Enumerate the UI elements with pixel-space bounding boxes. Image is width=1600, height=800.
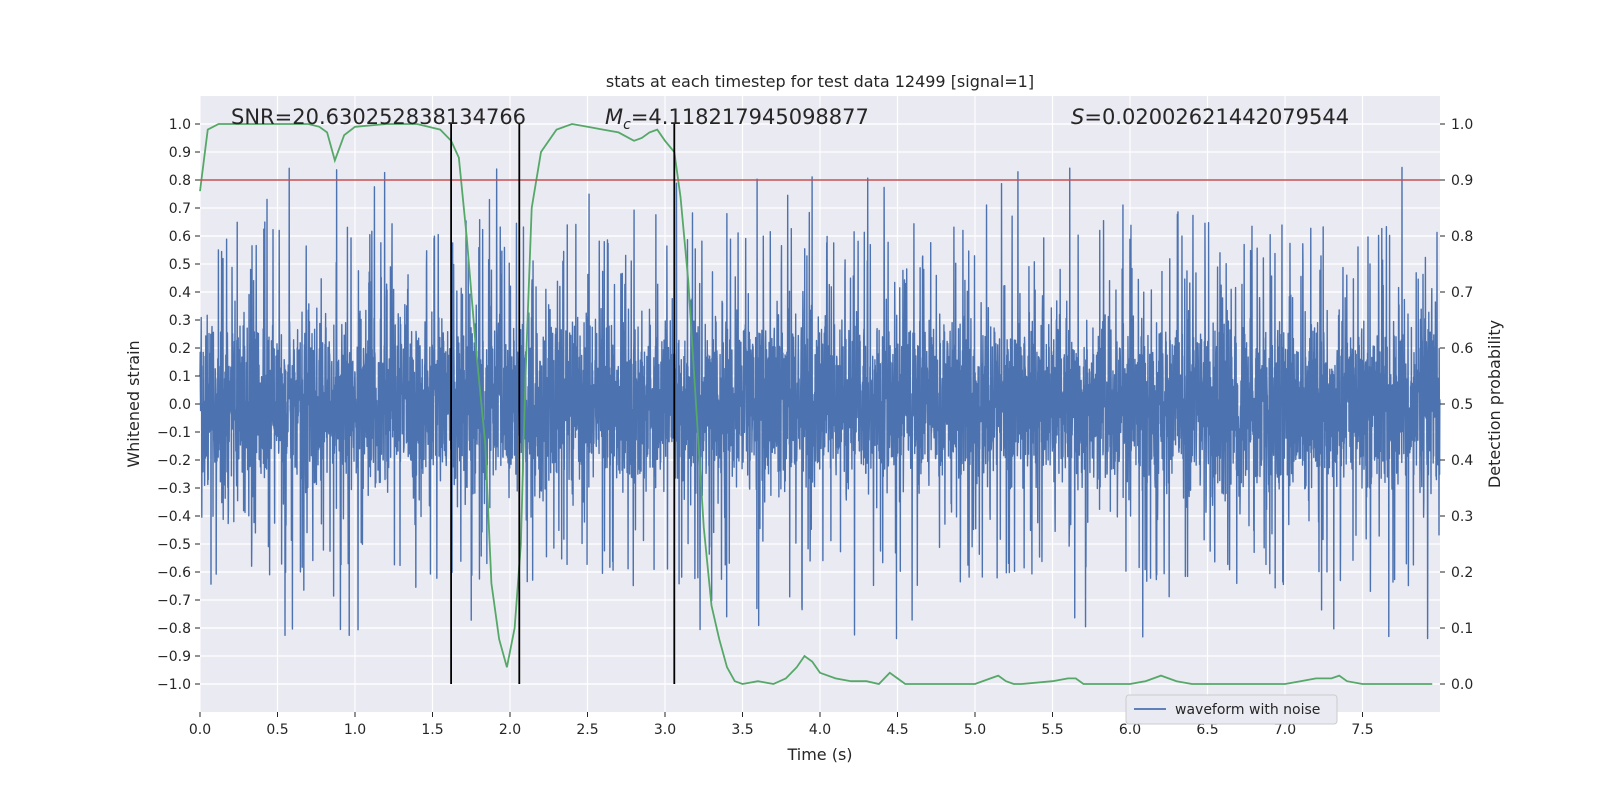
y-tick-label: −0.9	[157, 649, 191, 665]
x-tick-label: 2.0	[499, 722, 521, 738]
y-tick-label: 0.8	[169, 173, 191, 189]
y-tick-label: −0.1	[157, 425, 191, 441]
x-tick-label: 0.0	[189, 722, 211, 738]
y2-tick-label: 0.8	[1451, 229, 1473, 245]
y-tick-label: −0.2	[157, 453, 191, 469]
y-tick-label: 0.0	[169, 397, 191, 413]
y-tick-label: 0.4	[169, 285, 191, 301]
x-tick-label: 4.0	[809, 722, 831, 738]
x-tick-label: 1.5	[421, 722, 443, 738]
vertical-markers	[450, 124, 676, 684]
y2-tick-label: 1.0	[1451, 117, 1473, 133]
detection-probability-series	[199, 123, 1433, 685]
y-tick-label: −1.0	[157, 677, 191, 693]
detection-probability-line	[199, 123, 1433, 685]
waveform-line	[199, 166, 1441, 640]
legend-box	[1125, 694, 1338, 725]
y-tick-label: 1.0	[169, 117, 191, 133]
y2-tick-label: 0.7	[1451, 285, 1473, 301]
y2-tick-label: 0.9	[1451, 173, 1473, 189]
x-tick-label: 2.5	[576, 722, 598, 738]
y-tick-label: −0.4	[157, 509, 191, 525]
x-tick-label: 5.0	[964, 722, 986, 738]
x-tick-label: 7.5	[1351, 722, 1373, 738]
y-tick-label: 0.6	[169, 229, 191, 245]
y-tick-label: −0.8	[157, 621, 191, 637]
y-tick-label: −0.5	[157, 537, 191, 553]
spin-value: =0.02002621442079544	[1084, 105, 1349, 129]
chirp-mass-symbol: M	[605, 105, 623, 129]
y2-tick-label: 0.6	[1451, 341, 1473, 357]
chart-title: stats at each timestep for test data 124…	[606, 72, 1034, 91]
y-tick-label: 0.7	[169, 201, 191, 217]
y2-tick-label: 0.0	[1451, 677, 1473, 693]
x-tick-label: 6.0	[1119, 722, 1141, 738]
chirp-mass-annotation: Mc=4.118217945098877	[605, 105, 869, 133]
y-tick-label: 0.3	[169, 313, 191, 329]
x-axis-label: Time (s)	[786, 745, 852, 764]
x-tick-label: 3.0	[654, 722, 676, 738]
y2-tick-label: 0.2	[1451, 565, 1473, 581]
x-tick-label: 7.0	[1274, 722, 1296, 738]
y-tick-label: 0.1	[169, 369, 191, 385]
spin-symbol: S	[1071, 105, 1084, 129]
y2-tick-label: 0.1	[1451, 621, 1473, 637]
y2-tick-label: 0.5	[1451, 397, 1473, 413]
x-tick-label: 6.5	[1196, 722, 1218, 738]
chirp-mass-value: =4.118217945098877	[631, 105, 869, 129]
snr-annotation: SNR=20.630252838134766	[231, 105, 526, 129]
x-tick-label: 3.5	[731, 722, 753, 738]
spin-annotation: S=0.02002621442079544	[1071, 105, 1349, 129]
y-tick-label: −0.6	[157, 565, 191, 581]
y2-axis-label: Detection probability	[1485, 320, 1504, 488]
y-tick-label: 0.2	[169, 341, 191, 357]
y-tick-label: 0.9	[169, 145, 191, 161]
x-tick-label: 0.5	[266, 722, 288, 738]
y2-tick-label: 0.4	[1451, 453, 1473, 469]
y-tick-label: 0.5	[169, 257, 191, 273]
tick-labels: 0.0 0.5 1.0 1.5 2.0 2.5 3.0 3.5 4.0 4.5 5.0 5.5 6.0 6…	[157, 117, 1473, 738]
y2-tick-label: 0.3	[1451, 509, 1473, 525]
legend: waveform with noise	[1125, 694, 1338, 725]
x-tick-label: 1.0	[344, 722, 366, 738]
legend-entry-waveform: waveform with noise	[1175, 702, 1320, 718]
y-axis-label: Whitened strain	[124, 340, 143, 467]
y-tick-label: −0.7	[157, 593, 191, 609]
y-tick-label: −0.3	[157, 481, 191, 497]
chirp-mass-subscript: c	[623, 117, 631, 133]
x-tick-label: 4.5	[886, 722, 908, 738]
waveform-series	[199, 166, 1441, 640]
x-tick-label: 5.5	[1041, 722, 1063, 738]
